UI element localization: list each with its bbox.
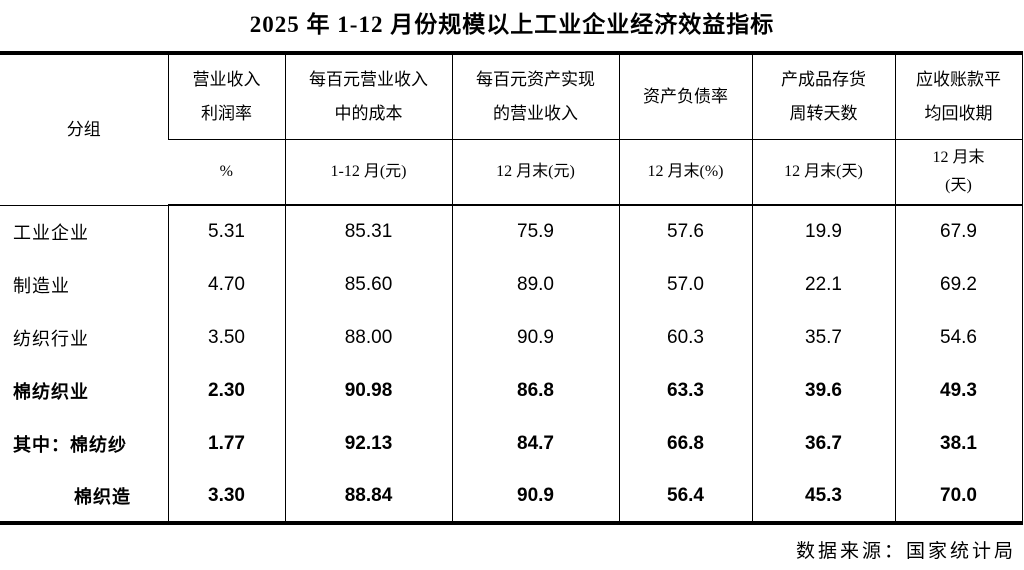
table-row: 棉纺织业 2.30 90.98 86.8 63.3 39.6 49.3 bbox=[0, 364, 1023, 417]
data-cell: 84.7 bbox=[451, 417, 619, 470]
data-cell: 19.9 bbox=[751, 205, 895, 258]
data-cell: 2.30 bbox=[167, 364, 285, 417]
data-cell: 85.60 bbox=[284, 258, 452, 311]
row-label: 制造业 bbox=[13, 275, 70, 296]
data-cell: 89.0 bbox=[451, 258, 619, 311]
data-cell: 36.7 bbox=[751, 417, 895, 470]
unit-receivables-collection-period: 12 月末 (天) bbox=[894, 139, 1023, 206]
data-cell: 92.13 bbox=[284, 417, 452, 470]
data-cell: 63.3 bbox=[618, 364, 752, 417]
column-header-inventory-turnover-days: 产成品存货 周转天数 bbox=[751, 53, 895, 140]
data-cell: 69.2 bbox=[894, 258, 1023, 311]
table-row: 其中：棉纺纱 1.77 92.13 84.7 66.8 36.7 38.1 bbox=[0, 417, 1023, 470]
data-cell: 75.9 bbox=[451, 205, 619, 258]
data-cell: 54.6 bbox=[894, 311, 1023, 364]
unit-cost-per-100-revenue: 1-12 月(元) bbox=[284, 139, 452, 206]
row-label: 纺织行业 bbox=[13, 328, 89, 349]
header-row-units: % 1-12 月(元) 12 月末(元) 12 月末(%) 12 月末(天) 1… bbox=[0, 139, 1023, 206]
data-cell: 90.9 bbox=[451, 311, 619, 364]
row-label: 其中：棉纺纱 bbox=[13, 434, 127, 455]
data-cell: 38.1 bbox=[894, 417, 1023, 470]
table-row: 棉织造 3.30 88.84 90.9 56.4 45.3 70.0 bbox=[0, 470, 1023, 523]
data-cell: 67.9 bbox=[894, 205, 1023, 258]
table-row: 工业企业 5.31 85.31 75.9 57.6 19.9 67.9 bbox=[0, 205, 1023, 258]
unit-inventory-turnover-days: 12 月末(天) bbox=[751, 139, 895, 206]
table-title: 2025 年 1-12 月份规模以上工业企业经济效益指标 bbox=[249, 12, 775, 37]
data-cell: 39.6 bbox=[751, 364, 895, 417]
data-cell: 49.3 bbox=[894, 364, 1023, 417]
data-cell: 56.4 bbox=[618, 470, 752, 523]
table-row: 纺织行业 3.50 88.00 90.9 60.3 35.7 54.6 bbox=[0, 311, 1023, 364]
data-cell: 1.77 bbox=[167, 417, 285, 470]
data-cell: 85.31 bbox=[284, 205, 452, 258]
column-header-profit-margin: 营业收入 利润率 bbox=[167, 53, 285, 140]
unit-asset-liability-ratio: 12 月末(%) bbox=[618, 139, 752, 206]
row-label: 工业企业 bbox=[13, 222, 89, 243]
data-source-note: 数据来源：国家统计局 bbox=[795, 541, 1016, 562]
data-cell: 90.9 bbox=[451, 470, 619, 523]
data-cell: 57.6 bbox=[618, 205, 752, 258]
row-label: 棉纺织业 bbox=[13, 381, 89, 402]
unit-revenue-per-100-assets: 12 月末(元) bbox=[451, 139, 619, 206]
column-header-group: 分组 bbox=[0, 53, 168, 206]
column-header-revenue-per-100-assets: 每百元资产实现 的营业收入 bbox=[451, 53, 619, 140]
data-cell: 3.30 bbox=[167, 470, 285, 523]
data-cell: 4.70 bbox=[167, 258, 285, 311]
data-cell: 90.98 bbox=[284, 364, 452, 417]
data-cell: 57.0 bbox=[618, 258, 752, 311]
data-cell: 60.3 bbox=[618, 311, 752, 364]
data-cell: 22.1 bbox=[751, 258, 895, 311]
column-header-receivables-collection-period: 应收账款平 均回收期 bbox=[894, 53, 1023, 140]
statistics-table: 分组 营业收入 利润率 每百元营业收入 中的成本 每百元资产实现 的营业收入 资… bbox=[0, 51, 1023, 525]
data-cell: 5.31 bbox=[167, 205, 285, 258]
data-cell: 88.84 bbox=[284, 470, 452, 523]
data-cell: 86.8 bbox=[451, 364, 619, 417]
data-cell: 45.3 bbox=[751, 470, 895, 523]
data-cell: 70.0 bbox=[894, 470, 1023, 523]
data-cell: 88.00 bbox=[284, 311, 452, 364]
column-header-asset-liability-ratio: 资产负债率 bbox=[618, 53, 752, 140]
column-header-cost-per-100-revenue: 每百元营业收入 中的成本 bbox=[284, 53, 452, 140]
header-row-titles: 分组 营业收入 利润率 每百元营业收入 中的成本 每百元资产实现 的营业收入 资… bbox=[0, 53, 1023, 206]
data-cell: 35.7 bbox=[751, 311, 895, 364]
row-label: 棉织造 bbox=[74, 486, 131, 507]
unit-profit-margin: % bbox=[168, 139, 285, 206]
table-row: 制造业 4.70 85.60 89.0 57.0 22.1 69.2 bbox=[0, 258, 1023, 311]
data-cell: 66.8 bbox=[618, 417, 752, 470]
data-cell: 3.50 bbox=[167, 311, 285, 364]
